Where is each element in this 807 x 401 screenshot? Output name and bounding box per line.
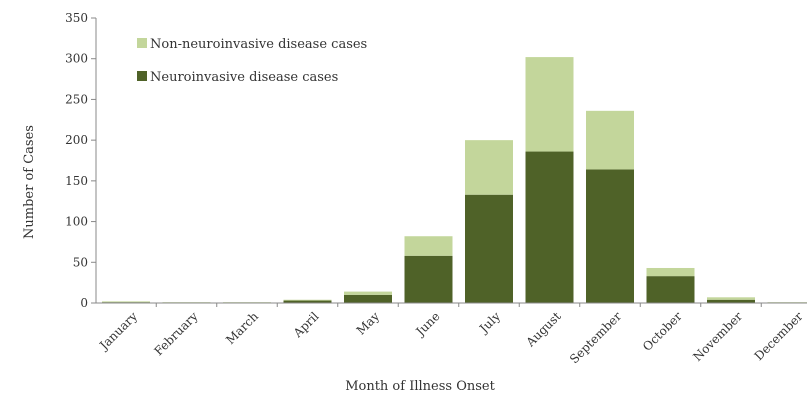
- x-tick-label-december: December: [752, 309, 806, 363]
- bar-neuroinvasive-disease-cases-october: [647, 276, 695, 303]
- y-tick-label-300: 300: [65, 52, 88, 66]
- x-axis-label: Month of Illness Onset: [345, 379, 495, 394]
- legend-label-neuroinvasive: Neuroinvasive disease cases: [150, 70, 338, 85]
- x-tick-label-september: September: [567, 309, 624, 366]
- bar-non-neuroinvasive-disease-cases-may: [344, 292, 392, 295]
- bar-non-neuroinvasive-disease-cases-june: [405, 236, 453, 256]
- x-tick-label-march: March: [223, 309, 261, 347]
- y-axis-label: Number of Cases: [22, 125, 37, 239]
- bar-neuroinvasive-disease-cases-june: [405, 256, 453, 303]
- bar-non-neuroinvasive-disease-cases-april: [284, 300, 332, 301]
- y-tick-label-0: 0: [80, 296, 88, 310]
- bar-neuroinvasive-disease-cases-july: [465, 195, 513, 303]
- bar-non-neuroinvasive-disease-cases-september: [586, 111, 634, 170]
- y-tick-label-350: 350: [65, 11, 88, 25]
- legend-label-non-neuroinvasive: Non-neuroinvasive disease cases: [150, 37, 367, 52]
- legend-swatch-non-neuroinvasive: [137, 38, 147, 48]
- y-tick-label-200: 200: [65, 133, 88, 147]
- x-tick-label-may: May: [354, 309, 383, 338]
- bar-non-neuroinvasive-disease-cases-november: [707, 297, 755, 299]
- legend-swatch-neuroinvasive: [137, 71, 147, 81]
- x-tick-label-january: January: [96, 309, 141, 354]
- y-tick-label-100: 100: [65, 215, 88, 229]
- bar-non-neuroinvasive-disease-cases-january: [102, 301, 150, 302]
- x-tick-label-june: June: [412, 309, 443, 340]
- x-tick-label-april: April: [290, 309, 322, 341]
- y-tick-label-50: 50: [73, 255, 88, 269]
- y-tick-label-250: 250: [65, 92, 88, 106]
- bar-non-neuroinvasive-disease-cases-august: [526, 57, 574, 151]
- bars-layer: [102, 57, 807, 303]
- bar-neuroinvasive-disease-cases-may: [344, 295, 392, 303]
- bar-non-neuroinvasive-disease-cases-october: [647, 268, 695, 276]
- x-tick-label-october: October: [640, 309, 685, 354]
- y-ticks: 0 50 100 150 200 250 300 350: [65, 11, 96, 310]
- y-tick-label-150: 150: [65, 174, 88, 188]
- bar-neuroinvasive-disease-cases-september: [586, 169, 634, 303]
- bar-non-neuroinvasive-disease-cases-july: [465, 140, 513, 195]
- x-tick-label-november: November: [690, 309, 745, 364]
- x-tick-label-july: July: [475, 309, 503, 337]
- x-tick-label-august: August: [523, 309, 564, 350]
- x-tick-label-february: February: [151, 309, 200, 358]
- bar-neuroinvasive-disease-cases-august: [526, 152, 574, 303]
- legend: Non-neuroinvasive disease cases Neuroinv…: [137, 37, 367, 85]
